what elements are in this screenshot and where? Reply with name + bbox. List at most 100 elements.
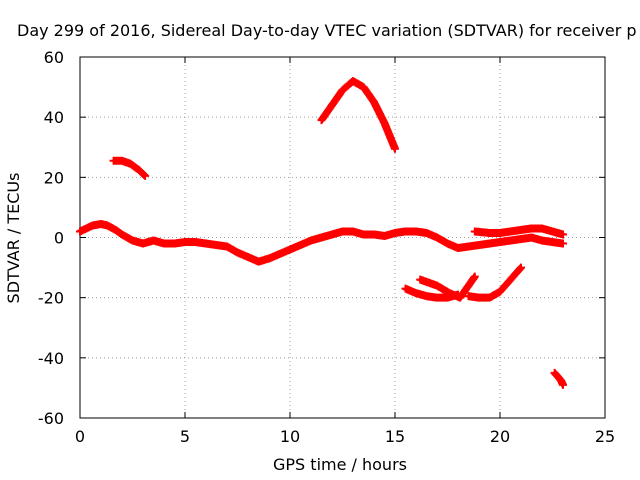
data-point: [393, 147, 397, 151]
y-tick-label: 40: [44, 108, 64, 127]
series-markers: [317, 77, 399, 153]
data-point: [393, 231, 397, 235]
data-point: [362, 85, 365, 89]
ticks: 0 5 10 15 20 25 -60 -40 -20 0 20 40 60: [38, 48, 615, 446]
data-point: [435, 236, 439, 239]
data-point: [448, 291, 452, 295]
data-point: [418, 278, 422, 282]
data-point: [162, 242, 166, 246]
data-point: [288, 248, 292, 252]
data-point: [488, 242, 491, 246]
data-point: [91, 223, 95, 227]
data-point: [320, 118, 323, 122]
data-point: [330, 103, 334, 107]
data-point: [204, 242, 208, 246]
y-tick-label: -60: [38, 409, 64, 428]
series-arc-early: [109, 156, 150, 180]
data-point: [414, 291, 418, 295]
series-markers: [550, 368, 567, 389]
data-point: [561, 383, 565, 387]
data-point: [105, 223, 109, 227]
data-point: [84, 226, 88, 230]
data-point: [383, 121, 386, 125]
data-point: [112, 159, 116, 163]
data-point: [473, 229, 477, 233]
data-point: [519, 266, 523, 270]
data-point: [509, 239, 512, 243]
data-point: [498, 231, 502, 235]
x-tick-label: 5: [180, 427, 190, 446]
data-point: [330, 232, 334, 236]
data-point: [519, 237, 523, 241]
series-arc-peak: [317, 77, 399, 153]
data-point: [458, 296, 462, 300]
series-dip-b: [416, 272, 479, 302]
data-point: [120, 232, 124, 236]
data-point: [553, 371, 557, 375]
data-point: [78, 229, 82, 233]
data-point: [341, 229, 344, 233]
data-point: [194, 240, 197, 244]
data-point: [456, 246, 460, 250]
series-arc-late: [550, 368, 567, 389]
series-upper-band: [470, 224, 567, 239]
series-markers: [76, 219, 567, 266]
data-point: [309, 239, 313, 243]
data-point: [351, 79, 355, 83]
x-tick-label: 0: [75, 427, 85, 446]
series-group: [76, 77, 567, 389]
data-point: [488, 231, 491, 235]
data-point: [561, 242, 565, 246]
data-point: [519, 228, 523, 232]
data-point: [509, 278, 512, 282]
data-point: [477, 243, 481, 247]
y-tick-label: -40: [38, 349, 64, 368]
data-point: [267, 257, 271, 261]
data-point: [341, 88, 344, 92]
chart-title: Day 299 of 2016, Sidereal Day-to-day VTE…: [17, 21, 637, 40]
y-tick-label: -20: [38, 289, 64, 308]
data-point: [372, 232, 376, 236]
data-point: [173, 242, 176, 246]
data-point: [446, 242, 449, 246]
data-point: [467, 294, 470, 298]
data-point: [137, 168, 141, 172]
data-point: [530, 236, 533, 239]
data-point: [467, 245, 470, 249]
data-point: [404, 287, 407, 291]
data-point: [183, 240, 187, 244]
data-point: [246, 255, 250, 259]
data-point: [383, 234, 386, 238]
data-point: [143, 174, 147, 178]
data-point: [404, 229, 407, 233]
data-point: [551, 229, 554, 233]
y-tick-label: 0: [54, 229, 64, 248]
series-markers: [109, 156, 150, 180]
series-dip-c: [464, 263, 525, 302]
data-point: [473, 275, 477, 279]
y-axis-label: SDTVAR / TECUs: [4, 173, 23, 304]
data-point: [551, 240, 554, 244]
data-point: [509, 229, 512, 233]
data-point: [152, 239, 155, 243]
data-point: [435, 284, 439, 288]
data-point: [236, 251, 239, 255]
x-tick-label: 15: [385, 427, 405, 446]
data-point: [225, 245, 229, 249]
y-tick-label: 20: [44, 168, 64, 187]
data-point: [215, 243, 218, 247]
data-point: [559, 378, 563, 382]
data-point: [540, 239, 544, 243]
data-point: [257, 260, 260, 264]
x-axis-label: GPS time / hours: [273, 455, 407, 474]
data-point: [561, 232, 565, 236]
data-point: [128, 162, 132, 166]
data-point: [540, 226, 544, 230]
data-point: [278, 252, 281, 256]
x-tick-label: 10: [280, 427, 300, 446]
data-point: [114, 228, 118, 232]
x-tick-label: 25: [595, 427, 615, 446]
x-tick-label: 20: [490, 427, 510, 446]
data-point: [446, 296, 449, 300]
